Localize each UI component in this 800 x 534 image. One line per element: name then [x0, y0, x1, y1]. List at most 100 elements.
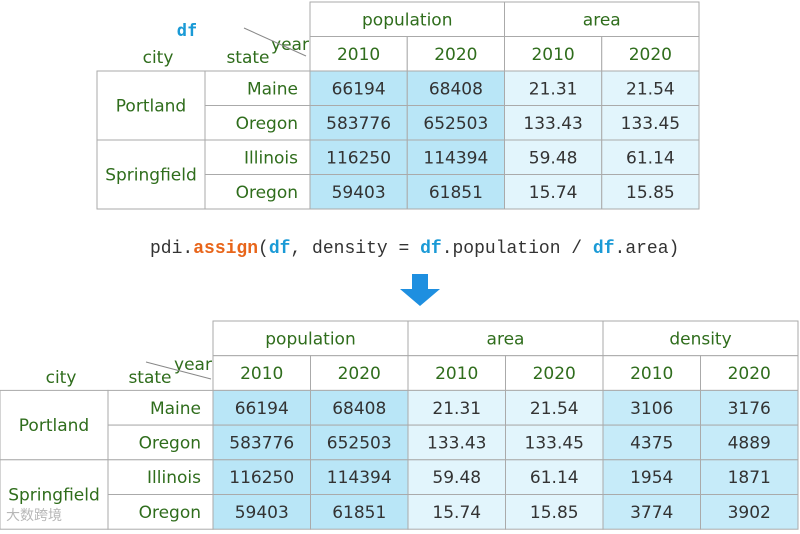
cell-value: 66194: [332, 79, 386, 99]
column-label: 2020: [533, 364, 576, 384]
row-label: Oregon: [236, 183, 298, 203]
row-label: Oregon: [236, 114, 298, 134]
index-name: city: [143, 48, 174, 68]
code-token: pdi.: [150, 239, 193, 259]
cell-value: 15.85: [626, 183, 675, 203]
cell-value: 59403: [332, 183, 386, 203]
cell-value: 68408: [429, 79, 483, 99]
index-cell: [107, 389, 214, 426]
data-cell: [504, 70, 603, 106]
cell-value: 59403: [235, 503, 289, 523]
cell-value: 3774: [630, 503, 673, 523]
column-label: 2020: [728, 364, 771, 384]
code-token: df: [269, 239, 291, 259]
cell-value: 61851: [429, 183, 483, 203]
data-cell: [504, 174, 603, 210]
cell-value: 61.14: [530, 468, 579, 488]
data-cell: [212, 494, 311, 530]
column-label: 2020: [629, 45, 672, 65]
cell-value: 15.74: [432, 503, 481, 523]
code-line: pdi.assign(df, density = df.population /…: [150, 239, 679, 259]
code-token: , density =: [290, 239, 420, 259]
cell-value: 116250: [229, 468, 294, 488]
header-cell: [602, 320, 799, 357]
column-group: population: [265, 329, 355, 349]
row-label: Maine: [150, 399, 201, 419]
column-group: area: [583, 10, 621, 30]
data-cell: [406, 174, 505, 210]
data-cell: [406, 105, 505, 141]
data-cell: [310, 424, 409, 461]
row-group: Springfield: [105, 166, 197, 186]
cell-value: 21.54: [626, 79, 675, 99]
data-cell: [504, 105, 603, 141]
column-label: 2020: [434, 45, 477, 65]
data-cell: [407, 389, 506, 426]
cell-value: 652503: [423, 114, 488, 134]
cell-value: 61851: [332, 503, 386, 523]
data-cell: [310, 459, 409, 495]
cell-value: 4889: [728, 433, 771, 453]
index-cell: [107, 459, 214, 495]
cell-value: 21.31: [529, 79, 578, 99]
header-cell: [700, 355, 799, 391]
cell-value: 114394: [327, 468, 392, 488]
column-group: population: [362, 10, 452, 30]
data-cell: [602, 494, 701, 530]
columns-name: year: [174, 355, 212, 375]
row-label: Maine: [247, 79, 298, 99]
column-group: area: [487, 329, 525, 349]
cell-value: 15.74: [529, 183, 578, 203]
data-cell: [212, 424, 311, 461]
column-label: 2010: [531, 45, 574, 65]
code-token: .area): [615, 239, 680, 259]
code-token: df: [593, 239, 615, 259]
cell-value: 1871: [728, 468, 771, 488]
cell-value: 3902: [728, 503, 771, 523]
header-cell: [601, 36, 700, 72]
data-cell: [601, 174, 700, 210]
cell-value: 133.45: [621, 114, 680, 134]
data-cell: [212, 389, 311, 426]
column-label: 2010: [337, 45, 380, 65]
data-cell: [309, 70, 408, 106]
data-cell: [700, 494, 799, 530]
data-cell: [406, 70, 505, 106]
cell-value: 114394: [423, 148, 488, 168]
column-label: 2010: [240, 364, 283, 384]
cell-value: 583776: [326, 114, 391, 134]
data-cell: [212, 459, 311, 495]
data-cell: [602, 389, 701, 426]
arrow: [400, 274, 440, 306]
data-cell: [602, 459, 701, 495]
cell-value: 133.43: [427, 433, 486, 453]
cell-value: 3106: [630, 399, 673, 419]
data-cell: [407, 494, 506, 530]
index-name: city: [46, 368, 77, 388]
cell-value: 133.43: [523, 114, 582, 134]
index-name: state: [128, 368, 171, 388]
code-token: assign: [193, 239, 258, 259]
cell-value: 583776: [229, 433, 294, 453]
code-token: df: [420, 239, 442, 259]
data-cell: [505, 494, 604, 530]
index-cell: [0, 389, 109, 461]
data-cell: [407, 459, 506, 495]
index-cell: [204, 105, 311, 141]
data-cell: [601, 139, 700, 175]
row-label: Oregon: [139, 503, 201, 523]
diagonal: [145, 361, 212, 380]
row-label: Illinois: [244, 148, 298, 168]
cell-value: 21.31: [432, 399, 481, 419]
row-label: Illinois: [147, 468, 201, 488]
cell-value: 59.48: [529, 148, 578, 168]
row-label: Oregon: [139, 433, 201, 453]
header-cell: [504, 1, 700, 37]
watermark: 大数跨境: [6, 508, 62, 524]
diagonal: [243, 27, 307, 57]
cell-value: 21.54: [530, 399, 579, 419]
index-cell: [96, 139, 206, 210]
data-cell: [505, 424, 604, 461]
